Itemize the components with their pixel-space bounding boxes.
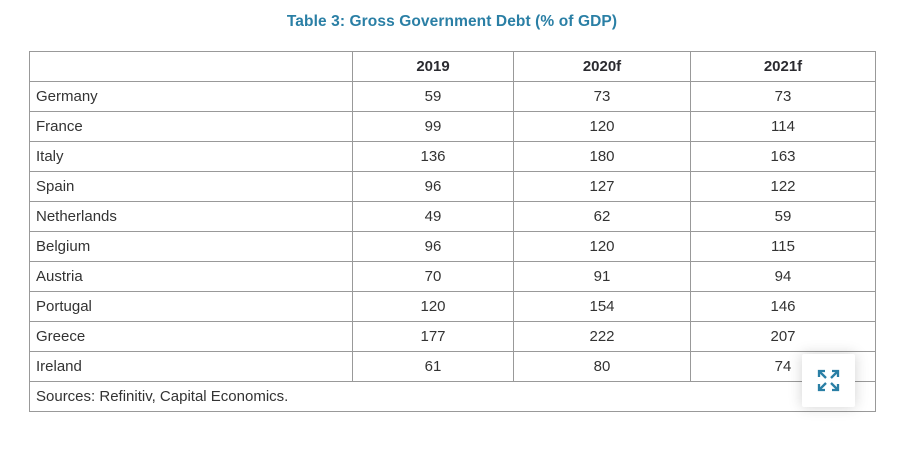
- value-cell: 73: [690, 81, 876, 112]
- row-label-cell: France: [29, 111, 353, 142]
- value-cell: 59: [690, 201, 876, 232]
- expand-button[interactable]: [802, 354, 855, 407]
- value-cell: 96: [352, 171, 514, 202]
- value-cell: 73: [513, 81, 691, 112]
- sources-note: Sources: Refinitiv, Capital Economics.: [29, 381, 876, 412]
- value-cell: 115: [690, 231, 876, 262]
- value-cell: 207: [690, 321, 876, 352]
- table-row-germany: Germany 59 73 73: [29, 81, 876, 112]
- header-cell-2020f: 2020f: [513, 51, 691, 82]
- value-cell: 180: [513, 141, 691, 172]
- table-row-portugal: Portugal 120 154 146: [29, 291, 876, 322]
- table-footer-row: Sources: Refinitiv, Capital Economics.: [29, 381, 876, 412]
- value-cell: 99: [352, 111, 514, 142]
- gross-government-debt-table: 2019 2020f 2021f Germany 59 73 73 France…: [29, 51, 876, 412]
- value-cell: 122: [690, 171, 876, 202]
- page-title: Table 3: Gross Government Debt (% of GDP…: [286, 13, 618, 30]
- value-cell: 222: [513, 321, 691, 352]
- row-label-cell: Portugal: [29, 291, 353, 322]
- value-cell: 96: [352, 231, 514, 262]
- table-row-italy: Italy 136 180 163: [29, 141, 876, 172]
- row-label-cell: Belgium: [29, 231, 353, 262]
- value-cell: 94: [690, 261, 876, 292]
- table-row-spain: Spain 96 127 122: [29, 171, 876, 202]
- value-cell: 136: [352, 141, 514, 172]
- table-row-greece: Greece 177 222 207: [29, 321, 876, 352]
- row-label-cell: Austria: [29, 261, 353, 292]
- row-label-cell: Italy: [29, 141, 353, 172]
- row-label-cell: Spain: [29, 171, 353, 202]
- value-cell: 91: [513, 261, 691, 292]
- table-header-row: 2019 2020f 2021f: [29, 51, 876, 82]
- value-cell: 70: [352, 261, 514, 292]
- value-cell: 127: [513, 171, 691, 202]
- table-row-austria: Austria 70 91 94: [29, 261, 876, 292]
- value-cell: 177: [352, 321, 514, 352]
- value-cell: 120: [513, 231, 691, 262]
- table-row-france: France 99 120 114: [29, 111, 876, 142]
- header-cell-2019: 2019: [352, 51, 514, 82]
- table-row-ireland: Ireland 61 80 74: [29, 351, 876, 382]
- value-cell: 120: [352, 291, 514, 322]
- expand-icon: [815, 367, 842, 394]
- value-cell: 49: [352, 201, 514, 232]
- row-label-cell: Germany: [29, 81, 353, 112]
- value-cell: 80: [513, 351, 691, 382]
- row-label-cell: Greece: [29, 321, 353, 352]
- header-cell-blank: [29, 51, 353, 82]
- table-row-netherlands: Netherlands 49 62 59: [29, 201, 876, 232]
- value-cell: 62: [513, 201, 691, 232]
- value-cell: 163: [690, 141, 876, 172]
- value-cell: 59: [352, 81, 514, 112]
- value-cell: 120: [513, 111, 691, 142]
- row-label-cell: Netherlands: [29, 201, 353, 232]
- value-cell: 61: [352, 351, 514, 382]
- value-cell: 146: [690, 291, 876, 322]
- header-cell-2021f: 2021f: [690, 51, 876, 82]
- value-cell: 154: [513, 291, 691, 322]
- value-cell: 114: [690, 111, 876, 142]
- row-label-cell: Ireland: [29, 351, 353, 382]
- table-row-belgium: Belgium 96 120 115: [29, 231, 876, 262]
